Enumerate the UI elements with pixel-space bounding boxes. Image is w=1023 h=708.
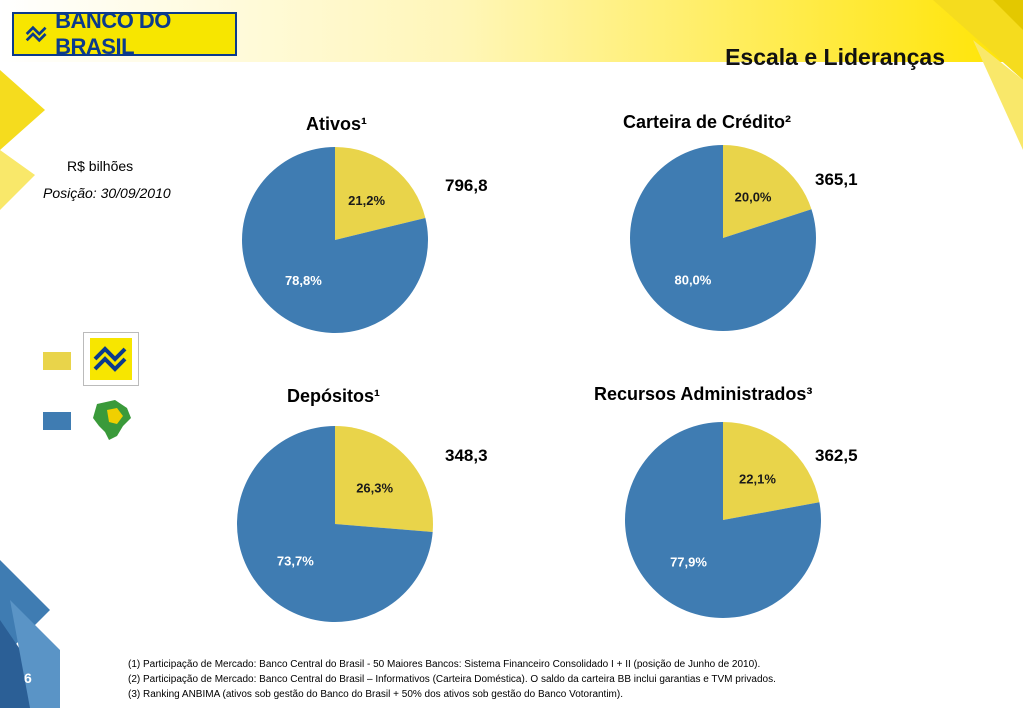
footnote-3: (3) Ranking ANBIMA (ativos sob gestão do…: [128, 689, 623, 700]
footnote-2: (2) Participação de Mercado: Banco Centr…: [128, 674, 776, 685]
pie-slice-market: [630, 145, 816, 331]
pie-label-market: 77,9%: [670, 554, 707, 569]
page-number: 6: [24, 670, 32, 686]
pie-label-market: 80,0%: [674, 272, 711, 287]
total-recursos: 362,5: [815, 446, 858, 465]
pie-slice-bb: [335, 147, 426, 240]
footnotes: (1) Participação de Mercado: Banco Centr…: [128, 657, 776, 702]
footnote-1: (1) Participação de Mercado: Banco Centr…: [128, 659, 761, 670]
pie-chart-recursos: 22,1% 77,9%: [625, 422, 821, 618]
left-decoration: [0, 70, 60, 708]
pie-label-bb: 22,1%: [739, 472, 776, 487]
brand-name: BANCO DO BRASIL: [55, 8, 171, 59]
pie-chart-carteira: 20,0% 80,0%: [630, 145, 816, 331]
pie-slice-market: [237, 426, 433, 622]
pie-label-market: 78,8%: [285, 273, 322, 288]
banco-do-brasil-logo: BANCO DO BRASIL: [12, 8, 237, 59]
bb-logo-icon: [25, 25, 47, 43]
pie-slice-bb: [723, 422, 820, 520]
pie-slice-bb: [723, 145, 812, 238]
total-ativos: 796,8: [445, 176, 488, 195]
unit-label: R$ bilhões: [67, 158, 134, 174]
total-depositos: 348,3: [445, 446, 488, 465]
pie-chart-depositos: 26,3% 73,7%: [237, 426, 433, 622]
pie-label-market: 73,7%: [277, 554, 314, 569]
total-carteira: 365,1: [815, 170, 858, 189]
pie-slice-market: [625, 422, 821, 618]
date-label: Posição: 30/09/2010: [43, 185, 171, 201]
pie-label-bb: 26,3%: [356, 480, 393, 495]
brazil-map-icon: [93, 400, 131, 440]
pie-slice-bb: [335, 426, 433, 532]
pie-label-bb: 21,2%: [348, 193, 385, 208]
pie-chart-ativos: 21,2% 78,8%: [242, 147, 428, 333]
pie-title-depositos: Depósitos¹: [281, 384, 387, 409]
pie-title-recursos: Recursos Administrados³: [588, 382, 819, 407]
legend-swatch-bb: [43, 352, 71, 370]
page-title: Escala e Lideranças: [725, 44, 945, 70]
pie-slice-market: [242, 147, 428, 333]
legend-swatch-market: [43, 412, 71, 430]
banco-do-brasil-logo-icon: [83, 332, 139, 386]
pie-title-carteira: Carteira de Crédito²: [617, 110, 798, 135]
pie-title-ativos: Ativos¹: [300, 112, 374, 137]
pie-label-bb: 20,0%: [735, 190, 772, 205]
right-decoration: [933, 0, 1023, 150]
